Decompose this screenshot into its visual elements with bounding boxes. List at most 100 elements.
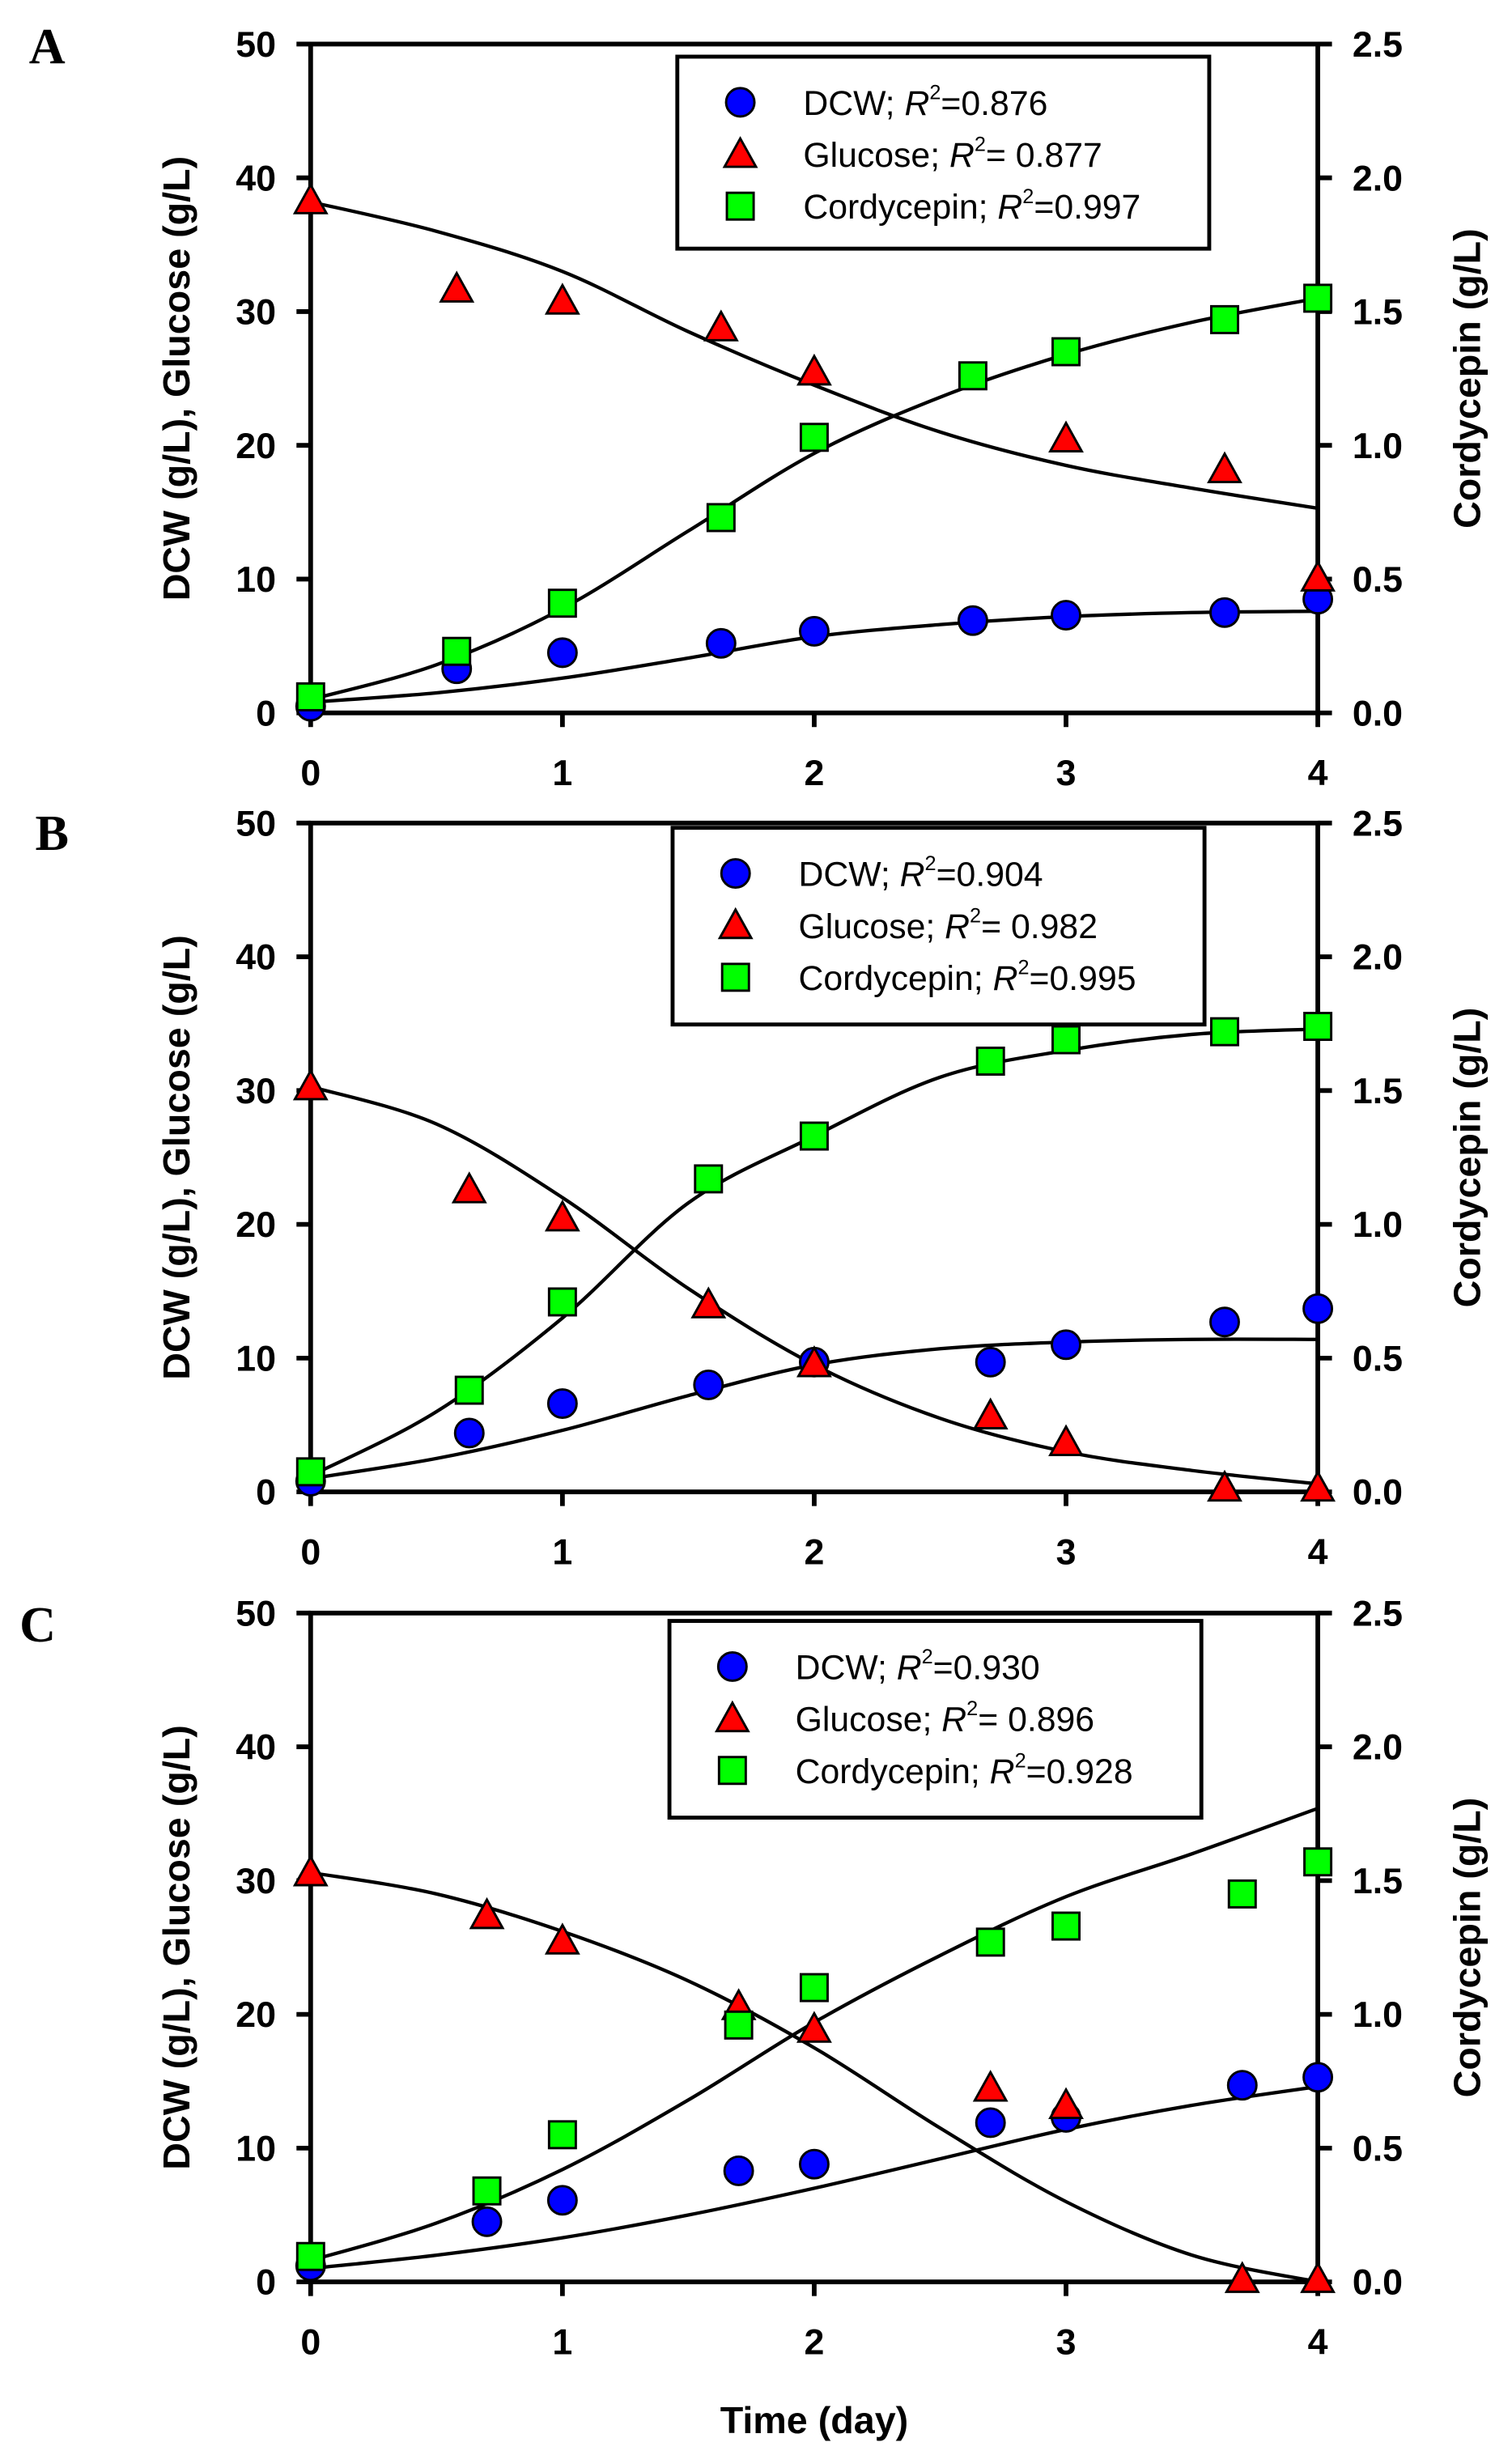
dcw-data-point [705,627,737,659]
dcw-data-point [546,2185,578,2216]
cordycepin-data-point [1210,1017,1239,1047]
cordycepin-data-point [1051,1911,1081,1941]
dcw-data-point [1051,1329,1081,1361]
legend-entry: DCW; R2=0.904 [798,852,1043,894]
y2-tick-label: 0.0 [1353,694,1403,733]
glucose-data-point [703,309,739,342]
legend-entry: DCW; R2=0.876 [803,81,1047,122]
legend-triangle-icon [714,1700,750,1733]
glucose-data-point [1300,559,1336,592]
y2-tick-label: 0.0 [1353,1473,1403,1513]
cordycepin-data-point [1210,304,1239,334]
legend-series-name: Cordycepin; [798,959,992,998]
legend-square-icon [720,962,750,992]
y2-tick-label: 2.0 [1353,1728,1403,1768]
legend-r-symbol: R [990,1752,1015,1791]
legend-entry: Glucose; R2= 0.877 [803,134,1102,175]
panel-label: B [36,806,70,861]
x-tick-label: 0 [300,2323,321,2363]
legend-r2-value: =0.995 [1030,959,1136,998]
glucose-data-point [1207,1469,1242,1502]
legend-superscript: 2 [1015,1749,1026,1772]
cordycepin-data-point [472,2176,502,2206]
glucose-data-point [972,2070,1009,2102]
legend-series-name: Glucose; [803,136,949,175]
glucose-data-point [1048,1424,1084,1456]
cordycepin-data-point [547,1287,577,1317]
legend-square-icon [717,1756,747,1786]
y-tick-label: 20 [236,1205,276,1245]
legend-circle-icon [720,858,751,890]
dcw-data-point [798,615,830,647]
legend-entry: Glucose; R2= 0.982 [798,904,1097,945]
dcw-data-point [1302,2062,1334,2093]
glucose-data-point [1300,1469,1336,1502]
dcw-data-point [1209,597,1240,628]
y-axis-label: DCW (g/L), Glucose (g/L) [155,1725,197,2169]
cordycepin-data-point [442,636,472,666]
glucose-data-point [1224,2261,1260,2293]
glucose-data-point [972,1397,1009,1429]
legend-superscript: 2 [1017,956,1029,979]
dcw-data-point [957,605,988,636]
dcw-data-point [975,1346,1006,1378]
y2-tick-label: 1.0 [1353,1995,1403,2035]
x-tick-label: 4 [1308,2323,1328,2363]
legend-superscript: 2 [966,1697,978,1720]
y2-tick-label: 1.0 [1353,1205,1403,1245]
legend-box [675,54,1212,251]
legend-r2-value: =0.997 [1034,188,1140,227]
legend-superscript: 2 [970,904,981,927]
y-tick-label: 20 [236,1995,276,2035]
y2-tick-label: 2.5 [1353,804,1403,843]
y-axis-label: DCW (g/L), Glucose (g/L) [155,935,197,1379]
y-tick-label: 10 [236,1339,276,1378]
legend-triangle-icon [717,907,754,940]
glucose-data-point [1300,2261,1336,2293]
legend-r2-value: = 0.877 [986,136,1102,175]
cordycepin-data-point [295,2241,325,2271]
y-axis-label: DCW (g/L), Glucose (g/L) [155,156,197,601]
cordycepin-data-point [958,361,987,391]
x-tick-label: 1 [552,1533,572,1573]
y-tick-label: 50 [236,804,276,843]
glucose-data-point [439,270,475,303]
cordycepin-fit-curve [310,296,1319,702]
dcw-data-point [1209,1306,1240,1338]
legend: DCW; R2=0.904 Glucose; R2= 0.982 Cordycepi… [670,826,1207,1027]
cordycepin-data-point [799,423,829,452]
glucose-data-point [796,2011,832,2043]
dcw-fit-curve [310,2084,1319,2270]
legend-circle-icon [724,87,756,118]
x-tick-label: 2 [804,1533,824,1573]
y2-tick-label: 0.5 [1353,560,1403,600]
y2-tick-label: 0.5 [1353,2129,1403,2168]
glucose-data-point [292,1068,329,1101]
y2-axis-label: Cordycepin (g/L) [1446,1008,1488,1308]
legend-r2-value: = 0.896 [978,1701,1094,1739]
legend-series-name: DCW; [798,856,899,894]
glucose-data-point [690,1286,727,1319]
glucose-data-point [796,1345,832,1378]
dcw-data-point [546,637,578,669]
cordycepin-data-point [975,1047,1005,1076]
panel-label: A [29,19,66,74]
dcw-data-point [1302,1293,1334,1324]
legend-series-name: Cordycepin; [796,1752,990,1791]
dcw-data-point [1226,2070,1258,2101]
dcw-data-point [546,1388,578,1420]
glucose-data-point [544,282,580,315]
legend-superscript: 2 [922,1646,933,1668]
y-tick-label: 40 [236,1728,276,1768]
legend-box [670,826,1207,1027]
dcw-data-point [723,2156,754,2186]
legend-entry: DCW; R2=0.930 [796,1646,1040,1687]
y2-tick-label: 2.5 [1353,1594,1403,1633]
y2-tick-label: 2.5 [1353,25,1403,65]
legend-box [667,1619,1204,1820]
glucose-data-point [292,182,329,214]
dcw-data-point [1051,600,1081,631]
dcw-data-point [471,2206,503,2237]
